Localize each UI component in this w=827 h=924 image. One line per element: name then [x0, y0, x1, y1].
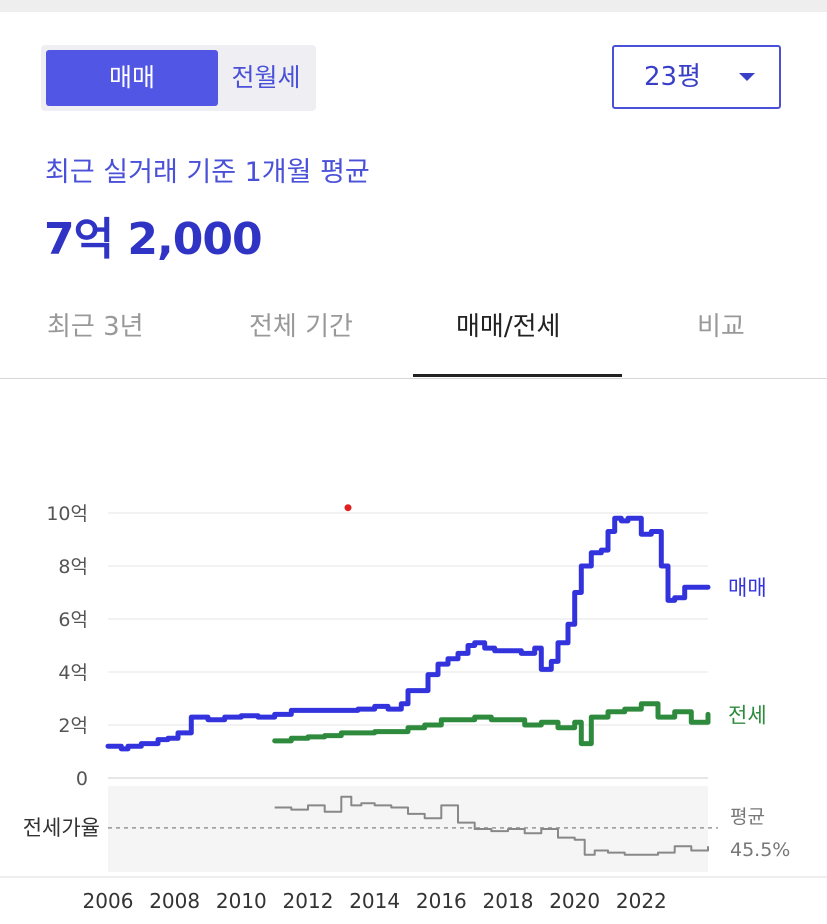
price-chart: 0 2억 4억 6억 8억 10억 2006 2008 2010 2012 2014 2016 2018…	[0, 503, 827, 913]
x-tick-label: 2006	[83, 889, 134, 913]
ratio-panel-bg	[108, 786, 708, 872]
tab-recent-3y[interactable]: 최근 3년	[47, 312, 144, 342]
y-tick-label: 10억	[46, 503, 88, 525]
summary-label: 최근 실거래 기준 1개월 평균	[45, 157, 370, 188]
top-strip	[0, 0, 827, 12]
y-tick-label: 4억	[58, 662, 88, 684]
deal-type-toggle: 매매 전월세	[41, 45, 316, 111]
y-tick-label: 2억	[58, 715, 88, 737]
x-tick-label: 2022	[616, 889, 667, 913]
x-tick-label: 2016	[416, 889, 467, 913]
tab-compare[interactable]: 비교	[697, 312, 745, 342]
size-select[interactable]: 23평	[612, 45, 781, 109]
ratio-average-value: 45.5%	[730, 839, 790, 861]
rent-toggle-button[interactable]: 전월세	[231, 63, 301, 92]
x-tick-label: 2018	[483, 889, 534, 913]
x-tick-label: 2010	[216, 889, 267, 913]
series-label-jeonse: 전세	[728, 703, 767, 727]
series-line-sale	[105, 515, 711, 752]
series-label-sale: 매매	[728, 576, 767, 600]
summary-price: 7억 2,000	[44, 214, 263, 265]
caret-down-icon	[739, 73, 755, 81]
period-tabs: 최근 3년 전체 기간 매매/전세 비교	[0, 290, 827, 379]
ratio-average-label: 평균	[730, 806, 765, 828]
x-tick-label: 2014	[349, 889, 400, 913]
y-tick-label: 0	[76, 768, 88, 790]
y-tick-label: 6억	[58, 609, 88, 631]
x-tick-label: 2008	[149, 889, 200, 913]
y-tick-label: 8억	[58, 556, 88, 578]
ratio-line	[274, 795, 709, 856]
x-tick-label: 2020	[549, 889, 600, 913]
size-select-value: 23평	[644, 62, 702, 92]
series-line-jeonse	[272, 701, 711, 747]
tab-full-period[interactable]: 전체 기간	[249, 312, 353, 342]
x-tick-label: 2012	[283, 889, 334, 913]
tab-sale-jeonse[interactable]: 매매/전세	[456, 312, 561, 342]
highlight-dot	[344, 504, 352, 512]
sale-toggle-button[interactable]: 매매	[46, 50, 218, 106]
active-tab-indicator	[413, 374, 622, 377]
ratio-panel-label: 전세가율	[23, 816, 100, 840]
